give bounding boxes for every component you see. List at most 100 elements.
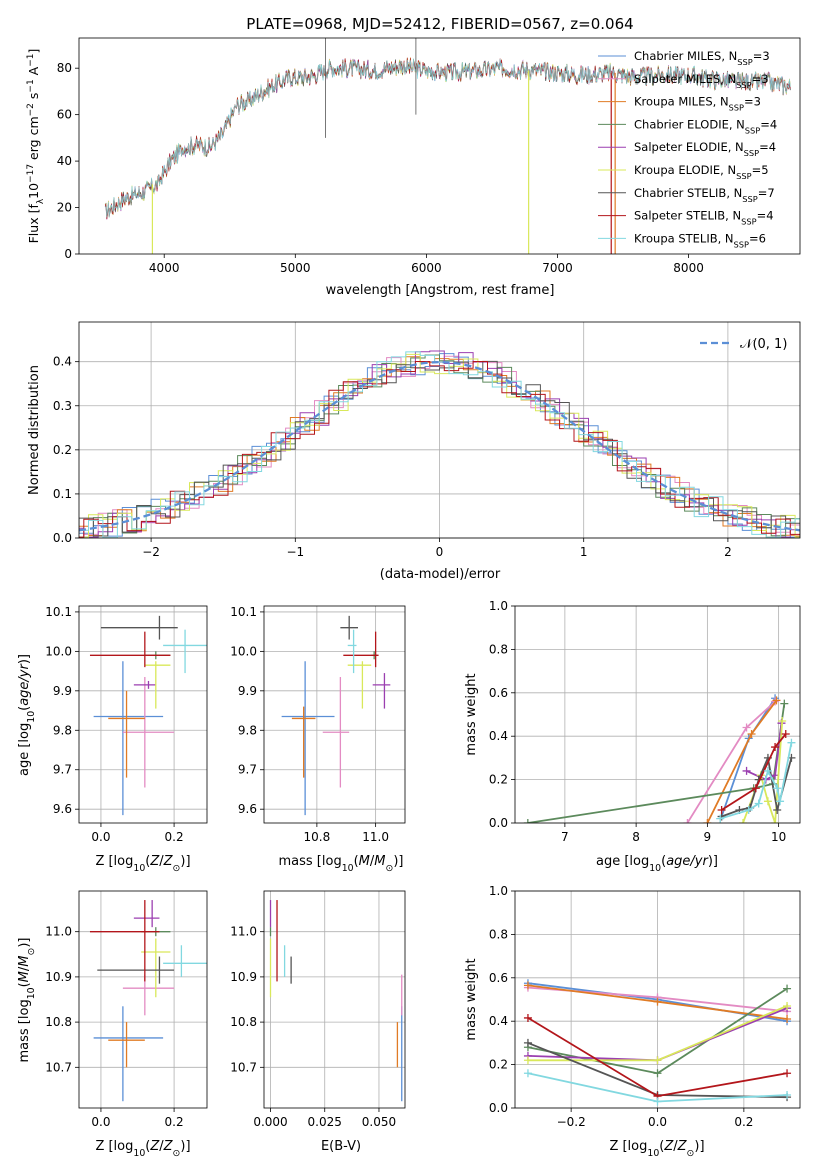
weight-marker [783, 1002, 792, 1011]
weight-marker [771, 819, 780, 823]
weight-marker [744, 805, 753, 814]
grid [79, 891, 207, 1108]
legend-label: Salpeter ELODIE, NSSP=4 [634, 140, 776, 158]
y-axis-label: Flux [fλ10−17 erg cm−2 s−1 A−1] [26, 49, 46, 244]
weight-marker [778, 717, 787, 726]
error-point [340, 615, 358, 640]
x-tick-label: 0.050 [362, 1115, 396, 1129]
grid [79, 606, 207, 823]
x-tick-label: 0.2 [165, 1115, 184, 1129]
y-tick-label: 11.0 [45, 925, 72, 939]
weight-marker [653, 1069, 662, 1078]
plot-area [89, 900, 207, 1102]
x-tick-label: 0.2 [165, 830, 184, 844]
weight-marker [771, 743, 780, 752]
y-tick-label: 0.2 [489, 1058, 508, 1072]
error-point [100, 615, 178, 640]
y-axis-label: mass weight [464, 958, 479, 1040]
legend-label: Salpeter STELIB, NSSP=4 [634, 209, 774, 227]
y-tick-label: 9.6 [53, 802, 72, 816]
plot-area [523, 979, 792, 1106]
axes-frame [514, 890, 801, 1109]
x-axis-label: mass [log10(M/M⊙)] [279, 854, 404, 874]
x-tick-label: 0 [436, 545, 444, 559]
weight-marker [703, 819, 712, 823]
y-tick-label: 9.8 [238, 723, 257, 737]
y-tick-label: 10.0 [230, 644, 257, 658]
y-tick-label: 0.4 [489, 729, 508, 743]
axes-frame [263, 605, 406, 824]
axes-residuals: −2 −1 0 1 2 0.0 0.1 0.2 0.3 0.4 (data-model)/error… [27, 321, 801, 582]
x-tick-label: −0.2 [557, 1115, 586, 1129]
x-axis-label: age [log10(age/yr)] [596, 854, 718, 874]
y-tick-label: 0.0 [53, 531, 72, 545]
weight-marker [780, 699, 789, 708]
y-tick-label: 80 [57, 61, 72, 75]
plot-area [523, 694, 796, 823]
axes-weights_vs_Z: −0.2 0.0 0.2 0.0 0.2 0.4 0.6 0.8 1.0 mass weight Z… [464, 884, 801, 1159]
weight-marker [716, 814, 725, 823]
error-point [347, 629, 357, 674]
x-tick-label: 2 [724, 545, 732, 559]
weight-marker [763, 766, 772, 775]
y-tick-label: 0.4 [53, 355, 72, 369]
axes-spectrum: 4000 5000 6000 7000 8000 0 20 40 60 80 wavelength … [26, 37, 801, 298]
x-tick-label: 0.0 [91, 830, 110, 844]
x-tick-label: 4000 [149, 261, 180, 275]
weight-marker [523, 1013, 532, 1022]
weight-marker [653, 1056, 662, 1065]
error-point [122, 677, 175, 788]
error-point [133, 900, 160, 928]
y-tick-label: 10.0 [45, 644, 72, 658]
spectrum-line [105, 58, 791, 218]
y-tick-label: 10.7 [230, 1060, 257, 1074]
gaussian-curve [79, 360, 800, 532]
legend-label: Chabrier ELODIE, NSSP=4 [634, 117, 777, 135]
error-point [163, 629, 207, 674]
x-tick-label: 0.0 [648, 1115, 667, 1129]
figure-title: PLATE=0968, MJD=52412, FIBERID=0567, z=0… [246, 15, 633, 33]
y-tick-label: 10.8 [230, 1015, 257, 1029]
legend-label: Chabrier MILES, NSSP=3 [634, 49, 770, 67]
error-point [122, 974, 175, 1016]
y-tick-label: 0.6 [489, 971, 508, 985]
y-axis-label: Normed distribution [27, 365, 42, 495]
y-tick-label: 10.8 [45, 1015, 72, 1029]
weight-marker [776, 797, 785, 806]
weight-line [721, 733, 787, 811]
x-tick-label: 1 [580, 545, 588, 559]
weight-line [527, 703, 786, 823]
histogram-step [79, 353, 800, 538]
grid [264, 606, 405, 823]
x-tick-label: −1 [286, 545, 304, 559]
y-tick-label: 0.8 [489, 642, 508, 656]
grid [264, 891, 405, 1108]
y-tick-label: 10.9 [230, 970, 257, 984]
weight-marker [754, 799, 763, 808]
x-tick-label: 0.2 [734, 1115, 753, 1129]
weight-marker [783, 984, 792, 993]
weight-marker [742, 723, 751, 732]
x-tick-label: 5000 [280, 261, 311, 275]
weight-marker [653, 997, 662, 1006]
y-tick-label: 9.7 [238, 763, 257, 777]
x-axis-label: Z [log10(Z/Z⊙)] [95, 854, 190, 874]
weight-marker [523, 1038, 532, 1047]
x-tick-label: 0.025 [308, 1115, 342, 1129]
x-axis-label: E(B-V) [321, 1139, 361, 1154]
weight-marker [783, 1015, 792, 1024]
y-tick-label: 20 [57, 201, 72, 215]
y-tick-label: 11.0 [230, 925, 257, 939]
error-point [347, 661, 372, 709]
weight-marker [523, 819, 532, 823]
error-point [93, 661, 164, 816]
weight-marker [739, 819, 747, 823]
weight-marker [773, 805, 782, 814]
error-point [322, 677, 350, 788]
plot-area [79, 350, 800, 538]
y-tick-label: 9.8 [53, 723, 72, 737]
y-tick-label: 9.7 [53, 763, 72, 777]
axes-frame [78, 890, 208, 1109]
x-axis-label: Z [log10(Z/Z⊙)] [609, 1139, 704, 1159]
weight-marker [781, 730, 790, 739]
